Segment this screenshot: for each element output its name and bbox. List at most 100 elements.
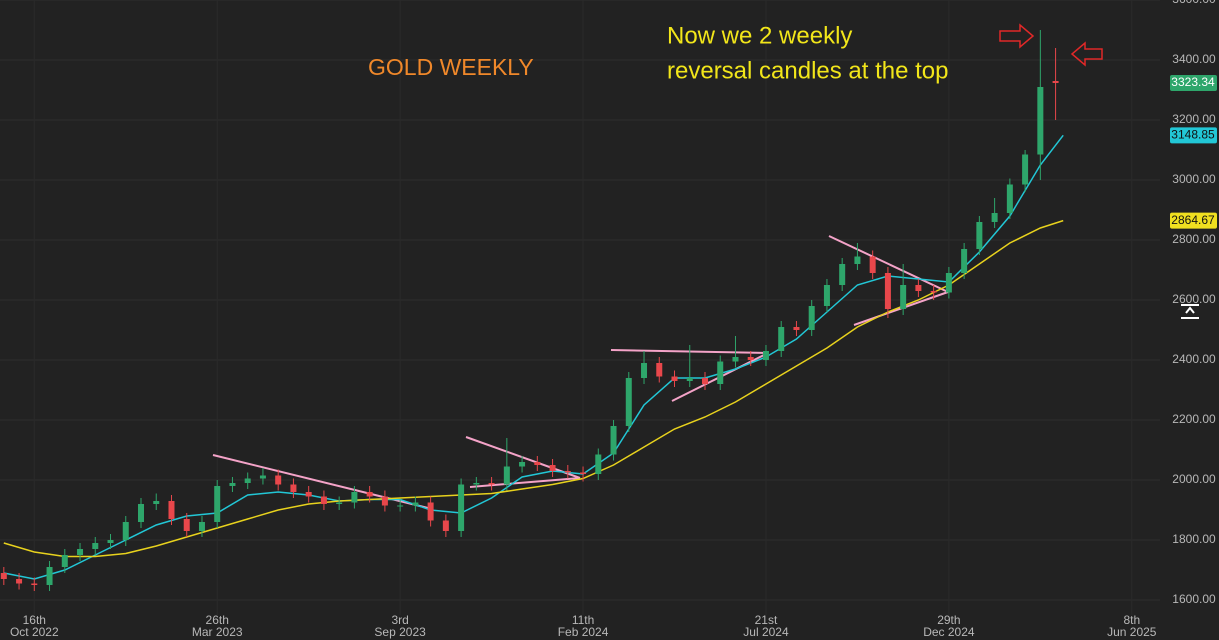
candle-body: [366, 492, 373, 497]
x-tick-label: 26th: [206, 613, 229, 627]
price-tag: 3323.34: [1171, 75, 1215, 89]
candle-body: [762, 351, 769, 360]
candle-body: [595, 454, 602, 474]
candle-body: [183, 519, 190, 531]
x-tick-label: 8th: [1123, 613, 1140, 627]
y-axis: 1600.00 1800.00 2000.00 2200.00 2400.00 2600.…: [10, 0, 1217, 639]
candle-body: [412, 502, 419, 506]
y-tick-label: 2800.00: [1172, 232, 1216, 246]
y-tick-label: 2400.00: [1172, 352, 1216, 366]
candle-body: [1052, 81, 1059, 83]
candle-body: [77, 549, 84, 555]
line: [3, 134, 1064, 580]
x-tick-label: Jul 2024: [743, 625, 789, 639]
price-tag-bg: [1170, 74, 1217, 91]
candle-body: [732, 357, 739, 362]
candle-body: [168, 501, 175, 519]
candle-body: [0, 573, 7, 579]
x-tick-label: Mar 2023: [192, 625, 243, 639]
candle-body: [671, 376, 678, 381]
candle-body: [915, 285, 922, 291]
candle-body: [839, 264, 846, 285]
price-tag: 2864.67: [1171, 213, 1215, 227]
candle-body: [244, 478, 251, 483]
candle-body: [351, 492, 358, 503]
x-tick-label: Feb 2024: [558, 625, 609, 639]
candle-body: [900, 285, 907, 309]
candle-body: [46, 567, 53, 585]
x-tick-label: Sep 2023: [374, 625, 426, 639]
candle-body: [1022, 154, 1029, 185]
candle-body: [31, 583, 38, 585]
x-tick-label: 21st: [755, 613, 778, 627]
y-tick-label: 3600.00: [1172, 0, 1216, 6]
arrow: [1070, 41, 1103, 67]
candle-body: [747, 357, 754, 360]
candle-body: [473, 483, 480, 485]
candle-body: [16, 579, 23, 584]
y-tick-label: 1800.00: [1172, 532, 1216, 546]
x-tick-label: 11th: [572, 613, 594, 627]
candle-body: [458, 484, 465, 531]
candle-body: [381, 496, 388, 506]
candle-body: [701, 378, 708, 384]
candle-body: [549, 465, 556, 471]
x-tick-label: Oct 2022: [10, 625, 59, 639]
candle-body: [961, 249, 968, 273]
y-tick-label: 2200.00: [1172, 412, 1216, 426]
price-tag-bg: [1170, 127, 1217, 144]
candle-body: [808, 306, 815, 330]
candle-body: [336, 502, 343, 504]
x-tick-label: 29th: [937, 613, 960, 627]
price-tag-bg: [1170, 212, 1217, 229]
y-tick-label: 3000.00: [1172, 172, 1216, 186]
candle-body: [610, 426, 617, 455]
candle-body: [275, 475, 282, 485]
candle-body: [656, 363, 663, 377]
candle-body: [625, 378, 632, 426]
candle-body: [61, 555, 68, 567]
arrow: [999, 23, 1035, 49]
candle-body: [1037, 87, 1044, 155]
candle-body: [564, 471, 571, 473]
candle-body: [290, 484, 297, 492]
annotation: reversal candles at the top: [667, 57, 949, 84]
trend-line: [828, 235, 949, 293]
annotation: Now we 2 weekly: [667, 22, 852, 49]
x-tick-label: Jun 2025: [1107, 625, 1157, 639]
candle-body: [580, 472, 587, 474]
candle-body: [427, 502, 434, 521]
candle-body: [717, 361, 724, 384]
candle-body: [869, 256, 876, 273]
y-tick-label: 2000.00: [1172, 472, 1216, 486]
line: [3, 219, 1064, 558]
chart-title: GOLD WEEKLY: [368, 54, 534, 80]
candle-body: [778, 327, 785, 351]
candle-body: [534, 462, 541, 465]
candle-body: [229, 483, 236, 486]
candle-body: [153, 501, 160, 504]
candle-body: [823, 285, 830, 306]
candle-body: [214, 486, 221, 522]
candle-body: [991, 213, 998, 222]
candle-body: [854, 256, 861, 264]
candle-body: [686, 378, 693, 381]
scale-icon: [1181, 304, 1199, 319]
candle-body: [259, 475, 266, 479]
plot: [0, 30, 1064, 591]
x-tick-label: Dec 2024: [923, 625, 975, 639]
candle-body: [137, 504, 144, 522]
y-tick-label: 2600.00: [1172, 292, 1216, 306]
price-tag: 3148.85: [1171, 128, 1215, 142]
candle-body: [305, 492, 312, 497]
candle-body: [641, 363, 648, 378]
candle-body: [884, 273, 891, 309]
grid: [0, 0, 1160, 601]
candle-body: [397, 505, 404, 507]
candle-body: [976, 222, 983, 249]
candle-body: [945, 273, 952, 293]
candle-body: [488, 483, 495, 485]
